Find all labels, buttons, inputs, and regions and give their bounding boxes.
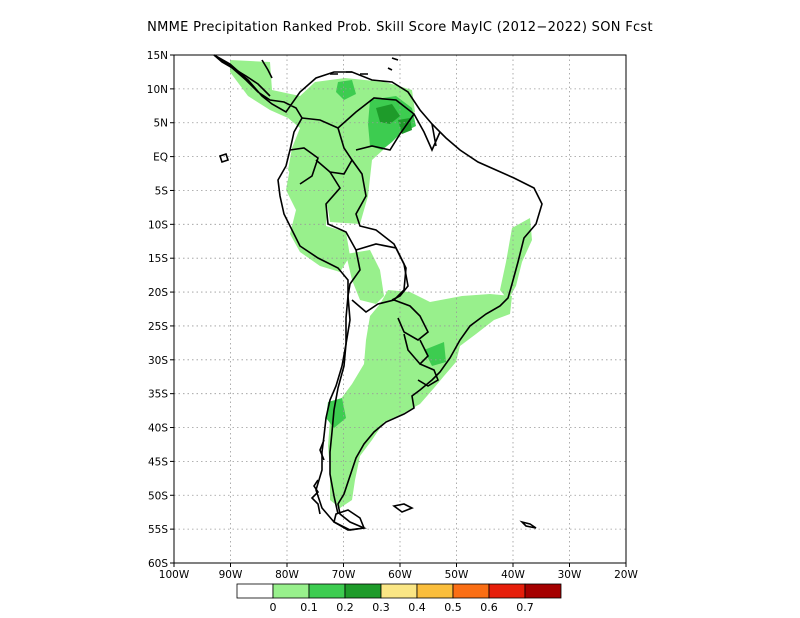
colorbar-swatch [524,583,562,599]
skill-region-venezuela-spot [336,80,356,100]
colorbar-label: 0.7 [516,601,534,614]
country-border-paraguay [393,299,430,341]
lat-tick-label: 5S [155,185,169,197]
lat-tick-label: 25S [148,321,168,333]
lon-tick-label: 20W [614,569,638,581]
colorbar-swatch [308,583,346,599]
south-america-coastline [213,54,543,531]
lon-tick-label: 70W [332,569,356,581]
skill-region-south-america [328,290,512,508]
lat-tick-label: 40S [148,423,168,435]
country-border-bolivia [351,243,407,314]
lon-tick-label: 40W [501,569,525,581]
colorbar-swatch [452,583,490,599]
country-border-argentina-chile [329,295,351,515]
country-border-guyanas [413,113,441,152]
colorbar-swatch [344,583,382,599]
lat-tick-label: EQ [153,152,168,164]
caribbean-islands [330,57,399,75]
country-border-uruguay [417,363,439,387]
lon-tick-label: 60W [388,569,412,581]
lat-tick-label: 35S [148,389,168,401]
country-border-peru-bolivia [325,171,361,297]
lon-tick-label: 80W [275,569,299,581]
lat-tick-label: 30S [148,355,168,367]
country-border-brazil-west [351,159,409,301]
lat-tick-label: 55S [148,524,168,536]
country-border-argentina-brazil [403,333,429,366]
skill-region-east-brazil [500,218,532,300]
country-border-ecuador [289,147,319,185]
map-title: NMME Precipitation Ranked Prob. Skill Sc… [147,20,653,35]
colorbar-swatch [236,583,274,599]
lat-tick-label: 5N [153,118,168,130]
colorbar-label: 0.6 [480,601,498,614]
lon-tick-label: 50W [445,569,469,581]
lon-tick-label: 100W [159,569,190,581]
longitude-labels: 100W 90W 80W 70W 60W 50W 40W 30W 20W [159,563,638,581]
lat-tick-label: 60S [148,558,168,570]
lat-tick-label: 15S [148,253,168,265]
colorbar-label: 0 [270,601,277,614]
lat-tick-label: 50S [148,490,168,502]
skill-shading [230,60,532,508]
colorbar-label: 0.2 [336,601,354,614]
galapagos [218,152,230,164]
skill-region-chile-spot [326,398,346,428]
skill-region-peru [286,168,350,272]
falkland-islands [392,503,414,513]
lat-tick-label: 15N [147,50,168,62]
lat-tick-label: 20S [148,287,168,299]
colorbar-label: 0.3 [372,601,390,614]
country-border-colombia [301,117,353,175]
south-georgia [519,520,537,529]
colorbar-label: 0.1 [300,601,318,614]
colorbar-swatch [488,583,526,599]
lat-tick-label: 45S [148,456,168,468]
chile-fjords [310,439,325,515]
tierra-del-fuego [333,509,366,531]
colorbar: 0 0.1 0.2 0.3 0.4 0.5 0.6 0.7 [236,583,562,614]
lat-tick-label: 10S [148,219,168,231]
colorbar-swatch [380,583,418,599]
central-america [213,54,273,97]
skill-region-dark-spot [376,104,400,124]
lat-tick-label: 10N [147,84,168,96]
colorbar-swatch [416,583,454,599]
colorbar-label: 0.5 [444,601,462,614]
latitude-labels: 15N 10N 5N EQ 5S 10S 15S 20S 25S 30S 35S 40S 45S 50S 5… [147,50,174,570]
lon-tick-label: 30W [558,569,582,581]
colorbar-label: 0.4 [408,601,426,614]
map-grid [174,55,626,563]
skill-region-altiplano [346,250,384,304]
lon-tick-label: 90W [219,569,243,581]
colorbar-swatch [272,583,310,599]
coastlines [213,54,543,531]
